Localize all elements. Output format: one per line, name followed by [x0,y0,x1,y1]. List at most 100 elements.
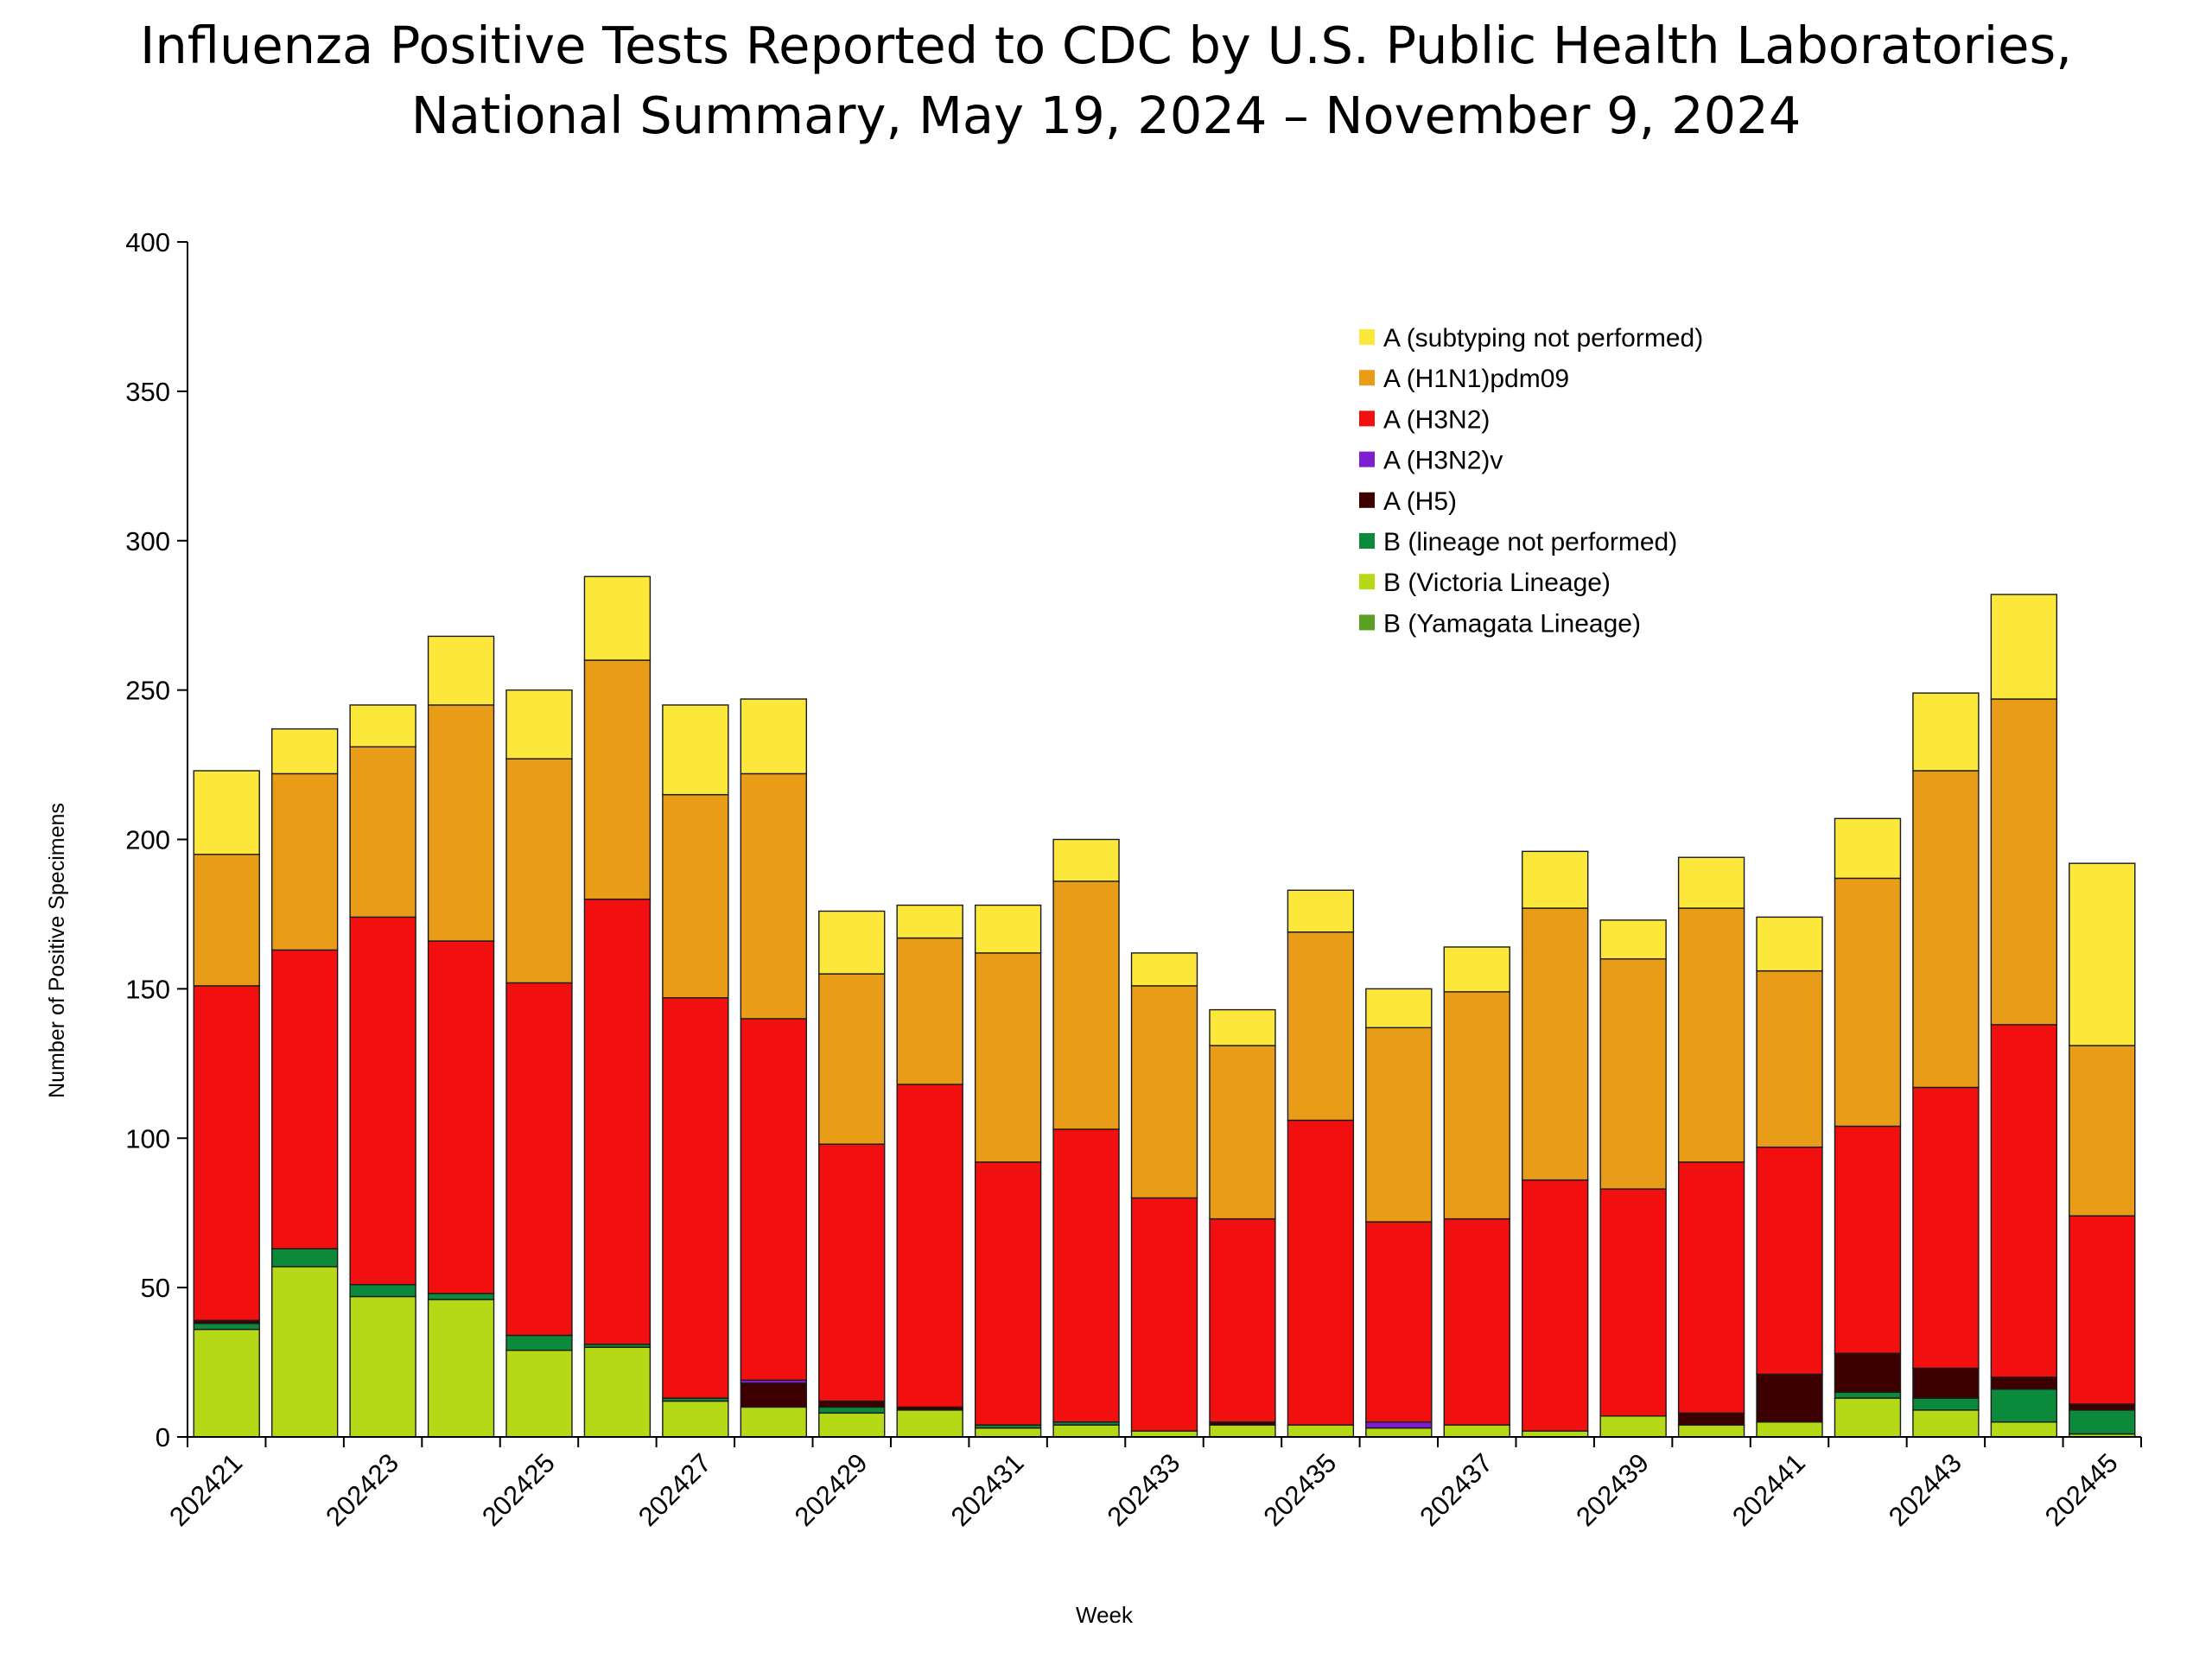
bar-segment [1052,1424,1120,1438]
bar-segment [1834,877,1902,1128]
y-tick-label: 200 [125,825,170,855]
chart-title: Influenza Positive Tests Reported to CDC… [0,10,2212,150]
x-tick-label: 202439 [1570,1447,1655,1532]
legend-swatch [1359,410,1375,427]
legend-swatch [1359,370,1375,386]
bar-segment [1599,1415,1667,1438]
bar-segment [1209,1008,1276,1046]
bar-segment [270,772,339,951]
bar-segment [818,910,886,975]
bar-segment [740,1382,807,1408]
legend-label: A (H3N2) [1383,405,1490,434]
bar-segment [270,949,339,1249]
bar-segment [2069,1215,2136,1405]
y-tick-label: 400 [125,227,170,257]
bar-segment [1756,1373,1823,1423]
x-tick-label: 202437 [1414,1447,1498,1532]
bar-segment [896,1084,963,1408]
bar-segment [1834,1352,1902,1393]
y-axis-label: Number of Positive Specimens [45,803,69,1098]
bar-segment [1990,1388,2058,1423]
bar-segment [1912,1086,1980,1370]
bar-segment [1443,1424,1510,1438]
bar-segment [974,1161,1042,1426]
x-tick-label: 202435 [1257,1447,1342,1532]
y-tick-label: 0 [156,1422,170,1452]
x-tick-label: 202429 [789,1447,874,1532]
bar-segment [1990,594,2058,700]
bar-segment [1990,1421,2058,1438]
y-tick-label: 350 [125,377,170,407]
bar-segment [896,904,963,939]
bar-segment [427,940,495,1294]
x-tick-label: 202445 [2039,1447,2124,1532]
bar-segment [1677,1412,1745,1426]
bar-segment [1599,1188,1667,1417]
bar-segment [974,952,1042,1163]
bar-segment [1834,1397,1902,1438]
bar-segment [1209,1045,1276,1220]
bar-segment [1756,916,1823,972]
legend-swatch [1359,574,1375,590]
legend-label: A (subtyping not performed) [1383,324,1703,353]
legend-swatch [1359,451,1375,467]
bar-segment [1990,698,2058,1026]
legend-swatch [1359,533,1375,549]
bar-segment [270,1248,339,1268]
bar-segment [1677,1161,1745,1414]
bar-segment [2069,1409,2136,1435]
bar-segment [662,704,729,796]
bar-segment [1599,958,1667,1190]
bar-segment [1677,907,1745,1163]
bar-segment [505,1334,573,1351]
bar-segment [1287,1119,1355,1426]
bar-segment [427,704,495,942]
bar-segment [270,728,339,775]
bar-segment [583,1346,652,1438]
bar-segment [818,973,886,1145]
bar-segment [1756,969,1823,1148]
bar-segment [1052,1128,1120,1423]
y-tick-label: 50 [141,1273,170,1303]
legend-swatch [1359,614,1375,631]
bar-segment [1522,907,1589,1181]
x-axis-label: Week [1076,1602,1134,1628]
bar-segment [193,854,260,987]
x-tick-label: 202443 [1883,1447,1967,1532]
legend-label: B (Yamagata Lineage) [1383,609,1641,638]
x-tick-label: 202427 [632,1447,717,1532]
bar-segment [1834,1391,1902,1399]
bar-segment [1834,1125,1902,1354]
bar-segment [818,1143,886,1402]
bar-segment [1052,880,1120,1130]
bar-segment [1052,838,1120,882]
bar-segment [583,898,652,1345]
bar-segment [505,689,573,760]
bar-segment [193,1328,260,1438]
bar-segment [1365,1221,1433,1423]
bar-segment [1443,991,1510,1220]
x-tick-label: 202423 [320,1447,404,1532]
bar-segment [1287,1424,1355,1438]
bar-segment [818,1400,886,1408]
bar-segment [818,1412,886,1438]
bar-segment [1209,1217,1276,1423]
bar-segment [1677,856,1745,909]
bar-segment [662,997,729,1399]
legend-label: A (H1N1)pdm09 [1383,365,1569,393]
bar-segment [505,1350,573,1438]
bar-segment [349,1295,416,1438]
bar-segment [1912,1397,1980,1411]
bar-segment [1756,1421,1823,1438]
bar-segment [1522,850,1589,909]
bar-segment [505,758,573,984]
bar-segment [1912,1409,1980,1438]
bar-segment [818,1406,886,1414]
bar-segment [193,985,260,1321]
bar-segment [2069,1045,2136,1217]
bar-segment [427,635,495,706]
bar-segment [662,793,729,999]
bar-segment [349,704,416,748]
bar-segment [1130,952,1198,987]
